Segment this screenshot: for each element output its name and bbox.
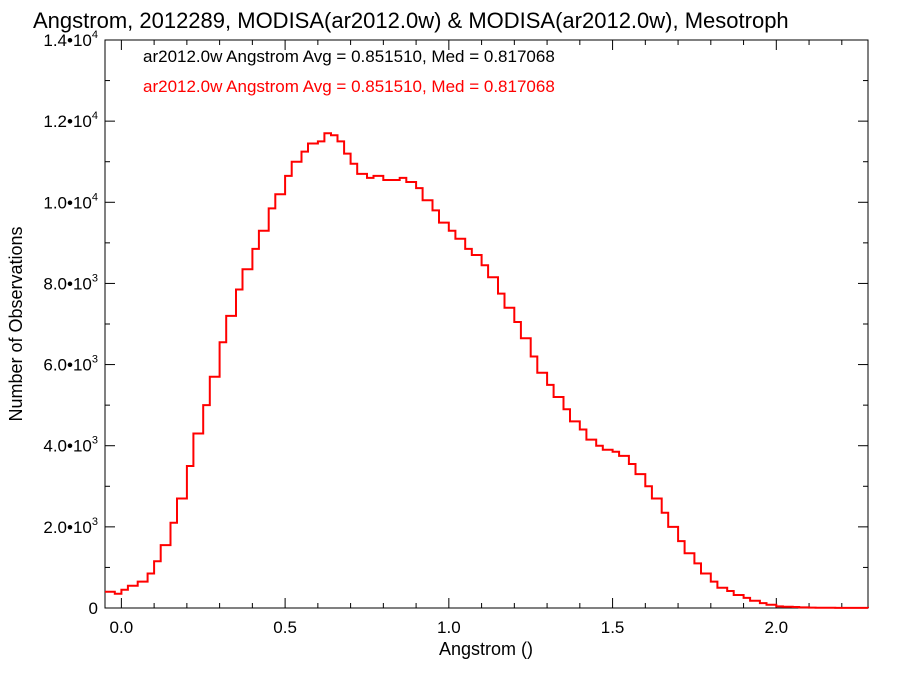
y-tick-mantissa: 6.0•10 — [43, 356, 92, 375]
y-tick-exponent: 4 — [92, 191, 98, 203]
y-tick-label: 2.0•103 — [43, 516, 98, 537]
y-tick-mantissa: 0 — [89, 599, 98, 618]
y-axis-ticks: 02.0•1034.0•1036.0•1038.0•1031.0•1041.2•… — [43, 29, 868, 618]
y-tick-label: 0 — [89, 599, 98, 618]
y-tick-label: 6.0•103 — [43, 354, 98, 375]
y-tick-mantissa: 1.2•10 — [43, 112, 92, 131]
chart-title: Angstrom, 2012289, MODISA(ar2012.0w) & M… — [33, 8, 789, 33]
y-tick-exponent: 3 — [92, 272, 98, 284]
x-tick-label: 1.0 — [437, 618, 461, 637]
y-tick-mantissa: 2.0•10 — [43, 518, 92, 537]
y-tick-mantissa: 4.0•10 — [43, 437, 92, 456]
y-tick-mantissa: 1.0•10 — [43, 193, 92, 212]
y-axis-label: Number of Observations — [6, 226, 26, 421]
y-tick-mantissa: 8.0•10 — [43, 274, 92, 293]
y-tick-label: 1.4•104 — [43, 29, 98, 50]
x-tick-label: 0.0 — [110, 618, 134, 637]
plot-frame — [104, 39, 869, 609]
y-tick-exponent: 4 — [92, 110, 98, 122]
y-tick-exponent: 3 — [92, 516, 98, 528]
y-tick-mantissa: 1.4•10 — [43, 31, 92, 50]
y-tick-exponent: 4 — [92, 29, 98, 41]
x-tick-label: 0.5 — [273, 618, 297, 637]
legend-entry-black: ar2012.0w Angstrom Avg = 0.851510, Med =… — [143, 47, 555, 66]
legend-entry-red: ar2012.0w Angstrom Avg = 0.851510, Med =… — [143, 77, 555, 96]
y-tick-exponent: 3 — [92, 354, 98, 366]
x-tick-label: 2.0 — [764, 618, 788, 637]
y-tick-label: 1.0•104 — [43, 191, 98, 212]
histogram-series-line — [105, 132, 869, 609]
x-tick-label: 1.5 — [601, 618, 625, 637]
y-tick-label: 4.0•103 — [43, 435, 98, 456]
x-axis-label: Angstrom () — [439, 639, 533, 659]
y-tick-exponent: 3 — [92, 435, 98, 447]
y-tick-label: 1.2•104 — [43, 110, 98, 131]
y-tick-label: 8.0•103 — [43, 272, 98, 293]
x-axis-ticks: 0.0 0.5 1.0 1.5 2.0 — [110, 40, 843, 637]
